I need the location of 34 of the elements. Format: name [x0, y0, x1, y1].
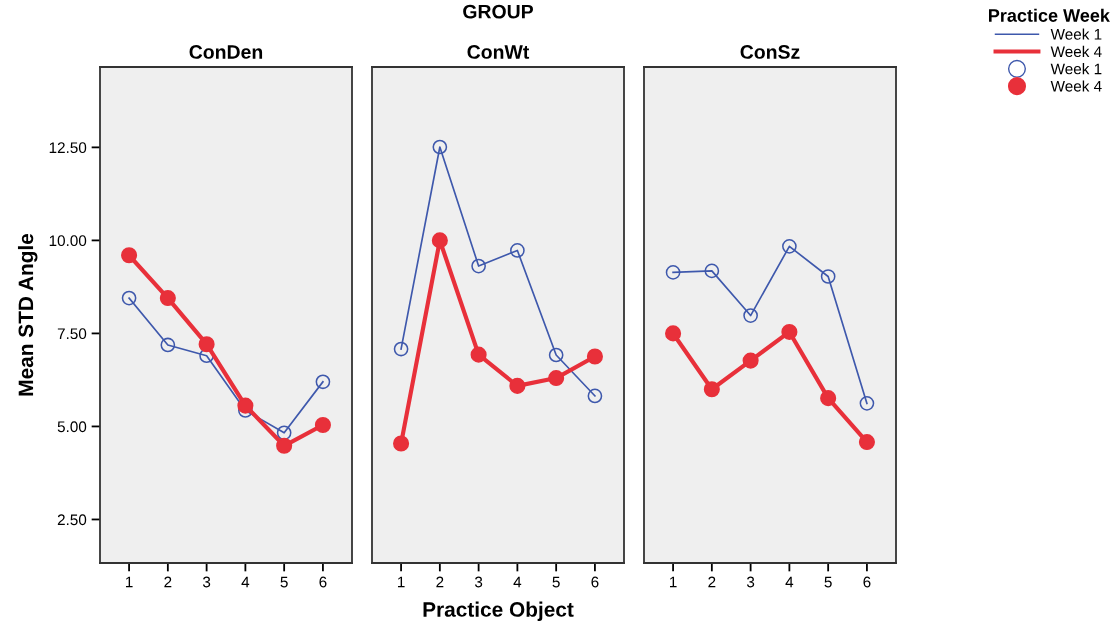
- x-tick-label: 4: [241, 576, 250, 588]
- x-tick-label: 5: [552, 576, 560, 588]
- x-tick-label: 6: [863, 576, 871, 588]
- chart-title: ConSz: [740, 45, 800, 59]
- x-tick-label: 1: [669, 576, 677, 588]
- x-tick-label: 3: [474, 576, 483, 588]
- y-tick-label: 5.00: [57, 421, 87, 433]
- chart-title: ConDen: [189, 45, 263, 59]
- x-tick-label: 6: [591, 576, 599, 588]
- x-tick-label: 1: [397, 576, 405, 588]
- x-tick-label: 2: [164, 576, 172, 588]
- x-tick-label: 6: [319, 576, 327, 588]
- text: Week 4: [1050, 45, 1102, 58]
- y-tick-label: 7.50: [57, 328, 87, 340]
- x-tick-label: 4: [785, 576, 794, 588]
- x-tick-label: 1: [125, 576, 133, 588]
- y-tick-label: 10.00: [49, 235, 87, 247]
- x-tick-label: 2: [708, 576, 716, 588]
- text: GROUP: [463, 4, 533, 19]
- x-tick-label: 2: [436, 576, 444, 588]
- text: Week 1: [1050, 28, 1102, 40]
- x-axis-title: Practice Object: [423, 601, 574, 621]
- x-tick-label: 4: [513, 576, 522, 588]
- legend-label: Week 1: [1050, 63, 1102, 75]
- x-tick-label: 3: [202, 576, 211, 588]
- x-tick-label: 5: [280, 576, 288, 588]
- y-axis-title: Mean STD Angle: [17, 233, 38, 396]
- y-tick-label: 2.50: [57, 514, 87, 526]
- legend-label: Week 4: [1050, 80, 1102, 92]
- legend-title: Practice Week: [989, 8, 1110, 22]
- x-tick-label: 3: [746, 576, 755, 588]
- y-tick-label: 12.50: [49, 142, 87, 154]
- chart-title: ConWt: [467, 45, 530, 59]
- x-tick-label: 5: [824, 576, 832, 588]
